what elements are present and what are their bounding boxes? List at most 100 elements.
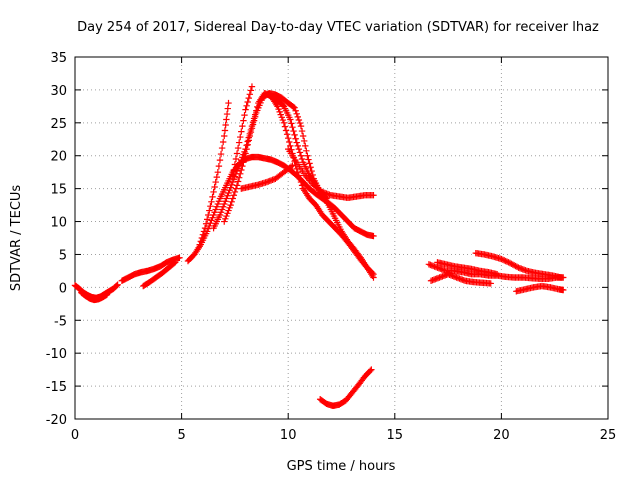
data-point (212, 178, 219, 186)
data-point (225, 207, 232, 214)
data-point (205, 211, 212, 219)
data-point (370, 192, 377, 199)
data-point (243, 102, 250, 110)
series-arc-2 (78, 289, 111, 304)
data-point (296, 119, 304, 127)
data-point (170, 260, 178, 267)
data-point (229, 195, 236, 202)
x-axis-label: GPS time / hours (287, 459, 396, 474)
data-point (276, 108, 283, 116)
series-arc-15 (427, 271, 494, 287)
y-tick-label: -15 (46, 380, 67, 395)
data-point (221, 127, 229, 134)
x-tick-label: 15 (387, 428, 404, 443)
data-point (242, 106, 249, 113)
data-point (226, 204, 233, 212)
data-point (235, 139, 243, 146)
series-arc-16 (472, 249, 565, 281)
data-point (370, 274, 377, 281)
data-point (114, 281, 121, 288)
data-point (293, 139, 300, 146)
data-point (493, 271, 501, 278)
data-point (227, 184, 234, 191)
data-point (226, 187, 233, 194)
data-point (206, 207, 213, 214)
data-point (279, 116, 287, 124)
x-tick-label: 10 (280, 428, 297, 443)
data-point (103, 291, 111, 298)
data-point (234, 144, 242, 152)
data-point (198, 234, 206, 242)
data-point (225, 189, 232, 197)
data-point (195, 244, 202, 252)
data-point (222, 121, 229, 129)
y-axis-label: SDTVAR / TECUs (9, 185, 24, 292)
data-point (208, 198, 215, 205)
data-point (214, 168, 222, 176)
data-point (249, 121, 257, 128)
data-point (231, 161, 239, 168)
data-point (230, 166, 238, 174)
data-point (245, 94, 252, 102)
y-tick-label: 20 (50, 150, 67, 165)
data-point (248, 125, 256, 132)
y-tick-label: 25 (50, 117, 67, 132)
series-arc-3 (118, 254, 183, 284)
data-point (202, 220, 210, 227)
data-point (218, 144, 226, 152)
data-point (200, 228, 208, 235)
data-point (231, 188, 239, 196)
data-point (560, 286, 567, 294)
series-arc-4 (140, 259, 179, 290)
data-point (213, 173, 220, 181)
data-point (294, 142, 301, 150)
data-point (218, 206, 226, 213)
data-point (292, 135, 299, 142)
x-tick-label: 0 (71, 428, 79, 443)
y-tick-label: 10 (50, 216, 67, 231)
data-point (215, 198, 223, 205)
series-arc-5 (184, 153, 377, 265)
series-arc-7 (221, 90, 330, 225)
data-point (297, 178, 305, 186)
data-point (487, 280, 494, 287)
data-point (215, 162, 223, 170)
series-arc-13 (316, 366, 375, 410)
data-point (199, 231, 207, 238)
data-point (282, 127, 290, 134)
data-point (227, 201, 234, 209)
data-point (113, 282, 120, 290)
data-point (223, 212, 230, 220)
data-point (290, 127, 297, 135)
data-point (251, 113, 259, 120)
data-point (221, 132, 228, 140)
data-point (209, 214, 216, 221)
data-point (297, 122, 305, 130)
x-tick-label: 25 (600, 428, 617, 443)
x-tick-label: 20 (493, 428, 510, 443)
data-point (203, 216, 211, 223)
data-point (230, 192, 238, 199)
data-point (243, 145, 250, 153)
data-point (222, 198, 229, 205)
data-point (294, 168, 301, 176)
data-point (235, 174, 243, 181)
data-point (223, 195, 230, 202)
data-point (196, 241, 203, 248)
data-point (210, 188, 217, 196)
data-point (229, 172, 236, 179)
data-point (289, 124, 296, 131)
data-point (299, 132, 307, 140)
data-point (281, 123, 289, 130)
data-point (367, 367, 374, 374)
data-point (280, 119, 288, 127)
data-point (237, 170, 244, 178)
data-point (502, 257, 509, 265)
data-point (305, 156, 312, 163)
tick-labels: 0 5 10 15 20 25 35 30 25 20 15 10 5 0 -5 -10 -15 -20 (46, 51, 617, 443)
data-point (240, 159, 247, 166)
data-point (217, 209, 225, 216)
grid-lines (75, 57, 608, 419)
data-point (294, 113, 301, 121)
data-point (207, 202, 214, 210)
